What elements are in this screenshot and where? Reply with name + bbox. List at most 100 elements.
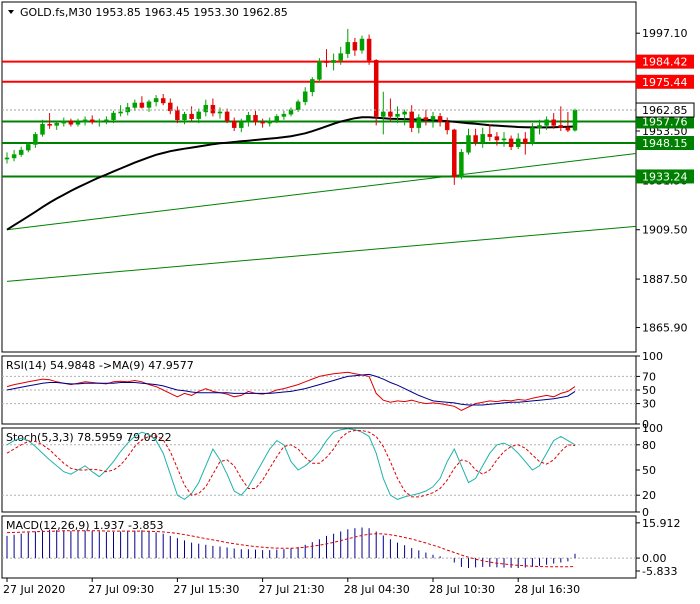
candle-body bbox=[246, 115, 251, 123]
time-axis-tick-label: 27 Jul 2020 bbox=[3, 583, 65, 596]
moving-average-line bbox=[6, 116, 576, 231]
candle-body bbox=[146, 101, 152, 108]
candle-body bbox=[89, 119, 95, 123]
candle-body bbox=[444, 121, 450, 131]
resistance-level-label: 1975.44 bbox=[642, 76, 688, 89]
price-axis-tick-label: 1909.50 bbox=[642, 224, 688, 237]
candle-body bbox=[494, 136, 500, 141]
rsi-signal-line bbox=[6, 373, 576, 406]
current-price-label: 1962.85 bbox=[642, 104, 688, 117]
support-level-label: 1957.76 bbox=[642, 115, 688, 128]
candle-body bbox=[217, 111, 223, 114]
candle-body bbox=[104, 119, 109, 122]
candle-body bbox=[40, 124, 45, 135]
macd-axis-tick-label: 15.912 bbox=[642, 517, 681, 530]
price-axis-tick-label: 1865.90 bbox=[642, 322, 688, 335]
trendline-2 bbox=[6, 225, 637, 282]
stoch-axis-tick-label: 0 bbox=[642, 506, 649, 519]
rsi-label: RSI(14) 54.9848 ->MA(9) 47.9577 bbox=[6, 359, 194, 372]
candle-body bbox=[26, 144, 31, 151]
rsi-axis-tick-label: 0 bbox=[642, 418, 649, 431]
candle-body bbox=[267, 120, 272, 124]
candle-body bbox=[551, 119, 556, 126]
candle-body bbox=[558, 125, 564, 128]
candle-body bbox=[402, 111, 407, 115]
candle-body bbox=[501, 138, 507, 141]
candle-body bbox=[68, 120, 74, 125]
candle-body bbox=[317, 61, 322, 80]
candle-body bbox=[4, 157, 10, 160]
macd-axis-tick-label: 0.00 bbox=[642, 552, 667, 565]
candle-body bbox=[437, 116, 443, 123]
candle-body bbox=[61, 120, 67, 124]
stoch-main-line bbox=[6, 428, 576, 501]
candle-body bbox=[352, 42, 358, 51]
rsi-axis-tick-label: 30 bbox=[642, 398, 656, 411]
candle-body bbox=[111, 112, 116, 121]
current-price-box bbox=[635, 102, 695, 118]
time-axis-tick-label: 27 Jul 15:30 bbox=[173, 583, 239, 596]
candle-body bbox=[182, 113, 187, 121]
support-level-box bbox=[636, 114, 694, 129]
chart-menu-arrow-icon bbox=[8, 10, 14, 14]
support-level-box bbox=[636, 169, 694, 184]
candle-body bbox=[359, 38, 365, 51]
candle-body bbox=[75, 121, 81, 125]
macd-signal-line bbox=[6, 530, 576, 568]
candle-body bbox=[487, 134, 493, 137]
resistance-level-label: 1984.42 bbox=[642, 56, 688, 69]
candle-body bbox=[168, 102, 173, 112]
price-axis-tick-label: 1997.10 bbox=[642, 27, 688, 40]
candle-body bbox=[295, 101, 301, 110]
candle-body bbox=[302, 91, 308, 103]
candle-body bbox=[338, 53, 343, 61]
candle-body bbox=[473, 135, 478, 143]
candle-body bbox=[203, 104, 209, 113]
rsi-axis-tick-label: 70 bbox=[642, 370, 656, 383]
stoch-axis-tick-label: 80 bbox=[642, 439, 656, 452]
candle-body bbox=[366, 38, 372, 61]
candle-body bbox=[189, 113, 194, 119]
candle-body bbox=[544, 119, 549, 126]
price-axis-tick-label: 1887.50 bbox=[642, 273, 688, 286]
candle-body bbox=[210, 104, 216, 114]
candle-body bbox=[153, 98, 159, 103]
candle-body bbox=[196, 111, 201, 119]
candle-body bbox=[381, 111, 386, 117]
candle-body bbox=[537, 125, 542, 128]
candle-body bbox=[508, 138, 514, 147]
candle-body bbox=[324, 61, 329, 63]
stoch-axis-tick-label: 100 bbox=[642, 422, 663, 435]
time-axis-tick-label: 28 Jul 16:30 bbox=[514, 583, 580, 596]
candle-body bbox=[530, 127, 535, 144]
support-level-label: 1948.15 bbox=[642, 137, 688, 150]
stoch-signal-line bbox=[6, 430, 576, 498]
candle-body bbox=[345, 42, 351, 54]
time-axis-tick-label: 27 Jul 21:30 bbox=[259, 583, 325, 596]
candle-body bbox=[452, 129, 457, 178]
candle-body bbox=[239, 121, 244, 128]
macd-axis-tick-label: -5.833 bbox=[642, 565, 677, 578]
candle-body bbox=[331, 60, 336, 63]
candle-body bbox=[82, 119, 88, 123]
candle-body bbox=[281, 113, 287, 117]
stoch-axis-tick-label: 20 bbox=[642, 489, 656, 502]
candle-body bbox=[395, 113, 400, 117]
support-level-label: 1933.24 bbox=[642, 170, 688, 183]
resistance-level-box bbox=[636, 54, 694, 69]
resistance-level-box bbox=[636, 74, 694, 89]
time-axis-tick-label: 27 Jul 09:30 bbox=[88, 583, 154, 596]
candle-body bbox=[565, 127, 571, 131]
candle-body bbox=[139, 102, 145, 108]
chart-header-label: GOLD.fs,M30 1953.85 1963.45 1953.30 1962… bbox=[20, 6, 288, 19]
candle-body bbox=[54, 122, 59, 126]
rsi-axis-tick-label: 100 bbox=[642, 350, 663, 363]
candle-body bbox=[430, 116, 436, 121]
candle-body bbox=[572, 109, 578, 131]
candle-body bbox=[416, 117, 422, 128]
candle-body bbox=[132, 102, 138, 108]
candle-body bbox=[260, 121, 265, 124]
candle-body bbox=[175, 110, 180, 121]
